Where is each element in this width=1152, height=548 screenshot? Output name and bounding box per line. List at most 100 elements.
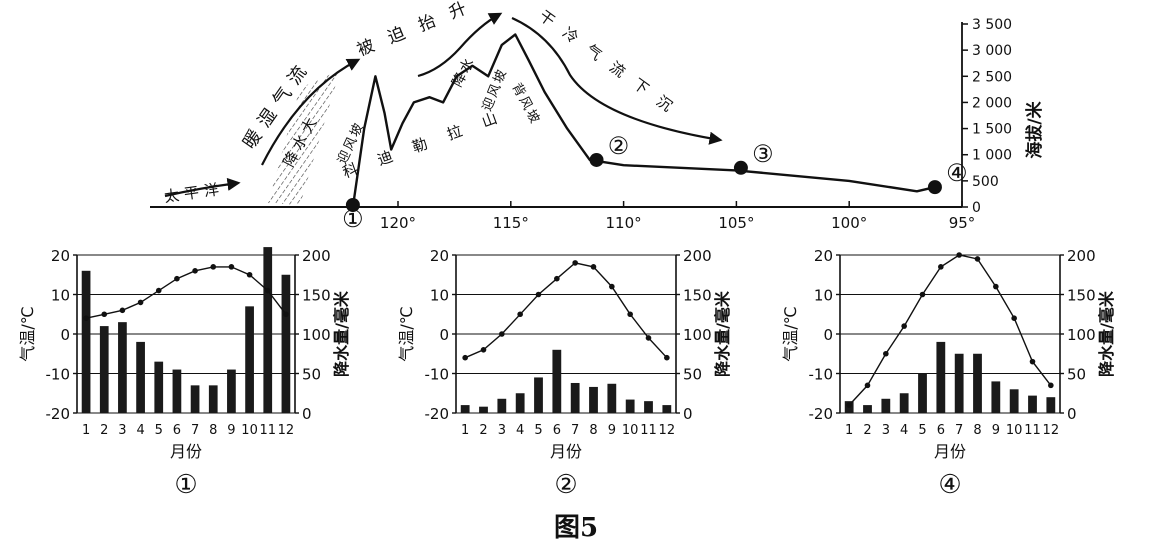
right-tick-label: 200 [683,247,712,265]
precip-bar [515,393,525,413]
temperature-point [846,402,852,408]
temperature-point [535,291,542,298]
month-tick-label: 12 [278,423,295,438]
label-pacific: 太平洋 [163,180,225,206]
elevation-tick-label: 500 [972,174,999,190]
terrain-line [351,33,940,208]
temperature-point [993,283,999,290]
precip-bar [552,349,562,413]
precip-bar [1009,389,1019,413]
station-label: ② [608,132,630,160]
precip-bar [281,274,291,413]
month-tick-label: 3 [118,423,126,438]
station-label: ④ [946,159,968,187]
left-axis-title: 气温/℃ [18,306,37,361]
temperature-point [974,256,981,262]
elevation-tick-label: 1 500 [972,122,1012,138]
month-tick-label: 5 [155,423,163,438]
month-tick-label: 9 [227,423,235,438]
temperature-point [1048,382,1054,389]
temperature-point [137,299,144,306]
precip-bar [460,405,470,413]
elevation-tick-label: 1 000 [972,148,1012,164]
temperature-line [85,266,287,319]
temperature-point [210,264,217,270]
right-tick-label: 100 [1067,326,1096,344]
precip-bar [99,326,109,413]
month-tick-label: 11 [640,423,657,438]
month-tick-label: 3 [498,423,506,438]
precip-bar [644,401,653,413]
temperature-point [572,260,578,266]
station-label: ① [342,205,364,233]
month-tick-label: 6 [173,423,181,438]
month-tick-label: 1 [461,423,469,438]
label-forced-lift: 被迫抬升 [354,0,484,61]
elevation-axis-ticks: 0 500 1 000 1 500 2 000 2 500 3 000 3 500 [962,17,1012,216]
precip-bar [954,353,964,413]
elevation-tick-label: 0 [972,200,981,216]
month-tick-label: 4 [900,423,908,438]
temperature-point [609,283,615,290]
longitude-axis-ticks: 120° 115° 110° 105° 100° 95° [380,201,975,232]
left-tick-label: -20 [46,405,71,423]
longitude-tick-label: 100° [831,214,867,232]
month-tick-label: 8 [973,423,981,438]
temperature-point [883,350,889,357]
month-tick-label: 12 [659,423,676,438]
station-label: ③ [752,140,774,168]
month-tick-label: 10 [1006,423,1023,438]
temperature-point [901,323,907,329]
precip-bar [172,369,182,413]
temperature-point [864,382,871,389]
left-tick-label: 0 [60,326,70,344]
elevation-tick-label: 3 500 [972,17,1012,33]
month-tick-label: 12 [1043,423,1060,438]
right-tick-label: 100 [302,326,331,344]
temperature-point [627,311,633,318]
left-tick-label: -20 [809,405,834,423]
temperature-point [174,275,180,282]
left-tick-label: 20 [430,247,449,265]
precip-bar [1028,395,1037,413]
precip-bar [227,369,236,413]
station-dot [345,198,360,212]
left-tick-label: 20 [814,247,833,265]
left-tick-label: -10 [425,366,450,384]
precip-bar [918,373,927,413]
month-tick-label: 5 [918,423,926,438]
left-tick-label: 10 [430,287,449,305]
month-tick-label: 7 [571,423,579,438]
right-tick-label: 50 [1067,366,1086,384]
station-markers: ① ② ③ ④ [342,132,968,233]
precip-bar [625,399,635,413]
left-tick-label: 10 [51,287,70,305]
precip-bar [497,398,507,413]
station-dot [927,180,942,195]
temperature-point [938,264,944,270]
temperature-point [101,311,108,318]
month-tick-label: 9 [608,423,616,438]
precip-bar [479,406,488,413]
elevation-tick-label: 3 000 [972,43,1012,59]
temperature-point [83,315,89,322]
left-axis-title: 气温/℃ [397,306,416,361]
precip-bar [991,381,1001,413]
month-tick-label: 5 [534,423,542,438]
longitude-tick-label: 110° [606,214,642,232]
right-tick-label: 200 [302,247,331,265]
right-tick-label: 200 [1067,247,1096,265]
humid-flow-arrow [261,58,361,166]
precip-bar [662,405,672,413]
left-tick-label: -10 [809,366,834,384]
month-tick-label: 2 [863,423,871,438]
month-tick-label: 10 [622,423,639,438]
temperature-point [590,264,597,270]
right-tick-label: 0 [1067,405,1077,423]
longitude-tick-label: 95° [949,214,976,232]
precip-bar [208,385,218,413]
precip-bar [1046,397,1056,413]
figure-caption: 图5 [554,513,598,543]
label-dry-cold-flow: 干冷气流下沉 [536,7,687,124]
